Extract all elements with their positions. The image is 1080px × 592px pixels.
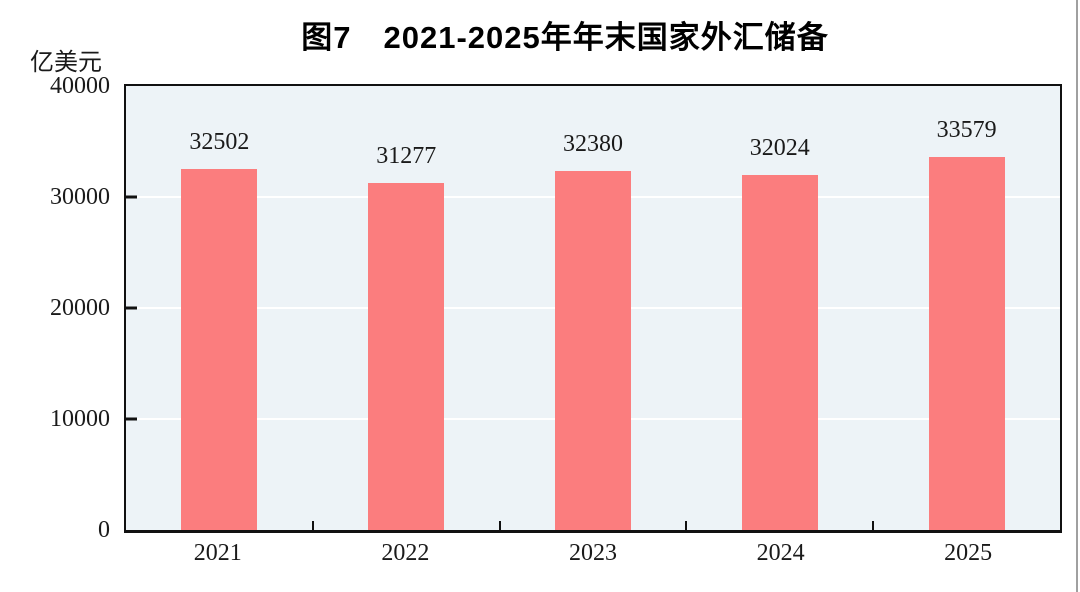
bar-group: 32380 bbox=[500, 86, 687, 530]
x-tick-mark bbox=[872, 521, 875, 530]
x-tick-label: 2023 bbox=[568, 540, 617, 566]
y-tick-label: 40000 bbox=[50, 73, 110, 99]
page-edge-line bbox=[1076, 0, 1078, 592]
bar-value-label: 32024 bbox=[749, 134, 810, 161]
chart-title: 图7 2021-2025年年末国家外汇储备 bbox=[301, 20, 829, 55]
bar-value-label: 31277 bbox=[376, 142, 437, 169]
x-tick-mark bbox=[685, 521, 688, 530]
y-tick-label: 30000 bbox=[50, 184, 110, 210]
x-tick-label: 2024 bbox=[756, 540, 805, 566]
bar bbox=[554, 170, 631, 530]
bar-group: 33579 bbox=[873, 86, 1060, 530]
x-tick-label: 2025 bbox=[944, 540, 993, 566]
bar-series: 32502 31277 32380 32024 33579 bbox=[126, 86, 1060, 530]
bar bbox=[741, 174, 818, 530]
y-tick-mark bbox=[126, 195, 137, 199]
y-tick-label: 20000 bbox=[50, 295, 110, 321]
y-tick-label: 0 bbox=[98, 517, 110, 543]
x-tick-mark bbox=[311, 521, 314, 530]
bar-group: 31277 bbox=[313, 86, 500, 530]
bar-value-label: 33579 bbox=[936, 117, 997, 144]
y-axis-unit-label: 亿美元 bbox=[30, 50, 102, 76]
bar-group: 32024 bbox=[686, 86, 873, 530]
x-axis-labels: 2021 2022 2023 2024 2025 bbox=[124, 540, 1062, 567]
y-tick-label: 10000 bbox=[50, 406, 110, 432]
bar-value-label: 32502 bbox=[189, 129, 250, 156]
y-tick-mark bbox=[126, 306, 137, 310]
bar bbox=[368, 182, 445, 530]
x-tick-mark bbox=[498, 521, 501, 530]
y-tick-mark bbox=[126, 417, 137, 421]
bar-group: 32502 bbox=[126, 86, 313, 530]
bar bbox=[181, 169, 258, 530]
x-tick-label: 2021 bbox=[193, 540, 242, 566]
plot-area: 32502 31277 32380 32024 33579 bbox=[124, 84, 1062, 533]
x-tick-label: 2022 bbox=[381, 540, 430, 566]
bar bbox=[928, 157, 1005, 530]
bar-value-label: 32380 bbox=[562, 130, 623, 157]
